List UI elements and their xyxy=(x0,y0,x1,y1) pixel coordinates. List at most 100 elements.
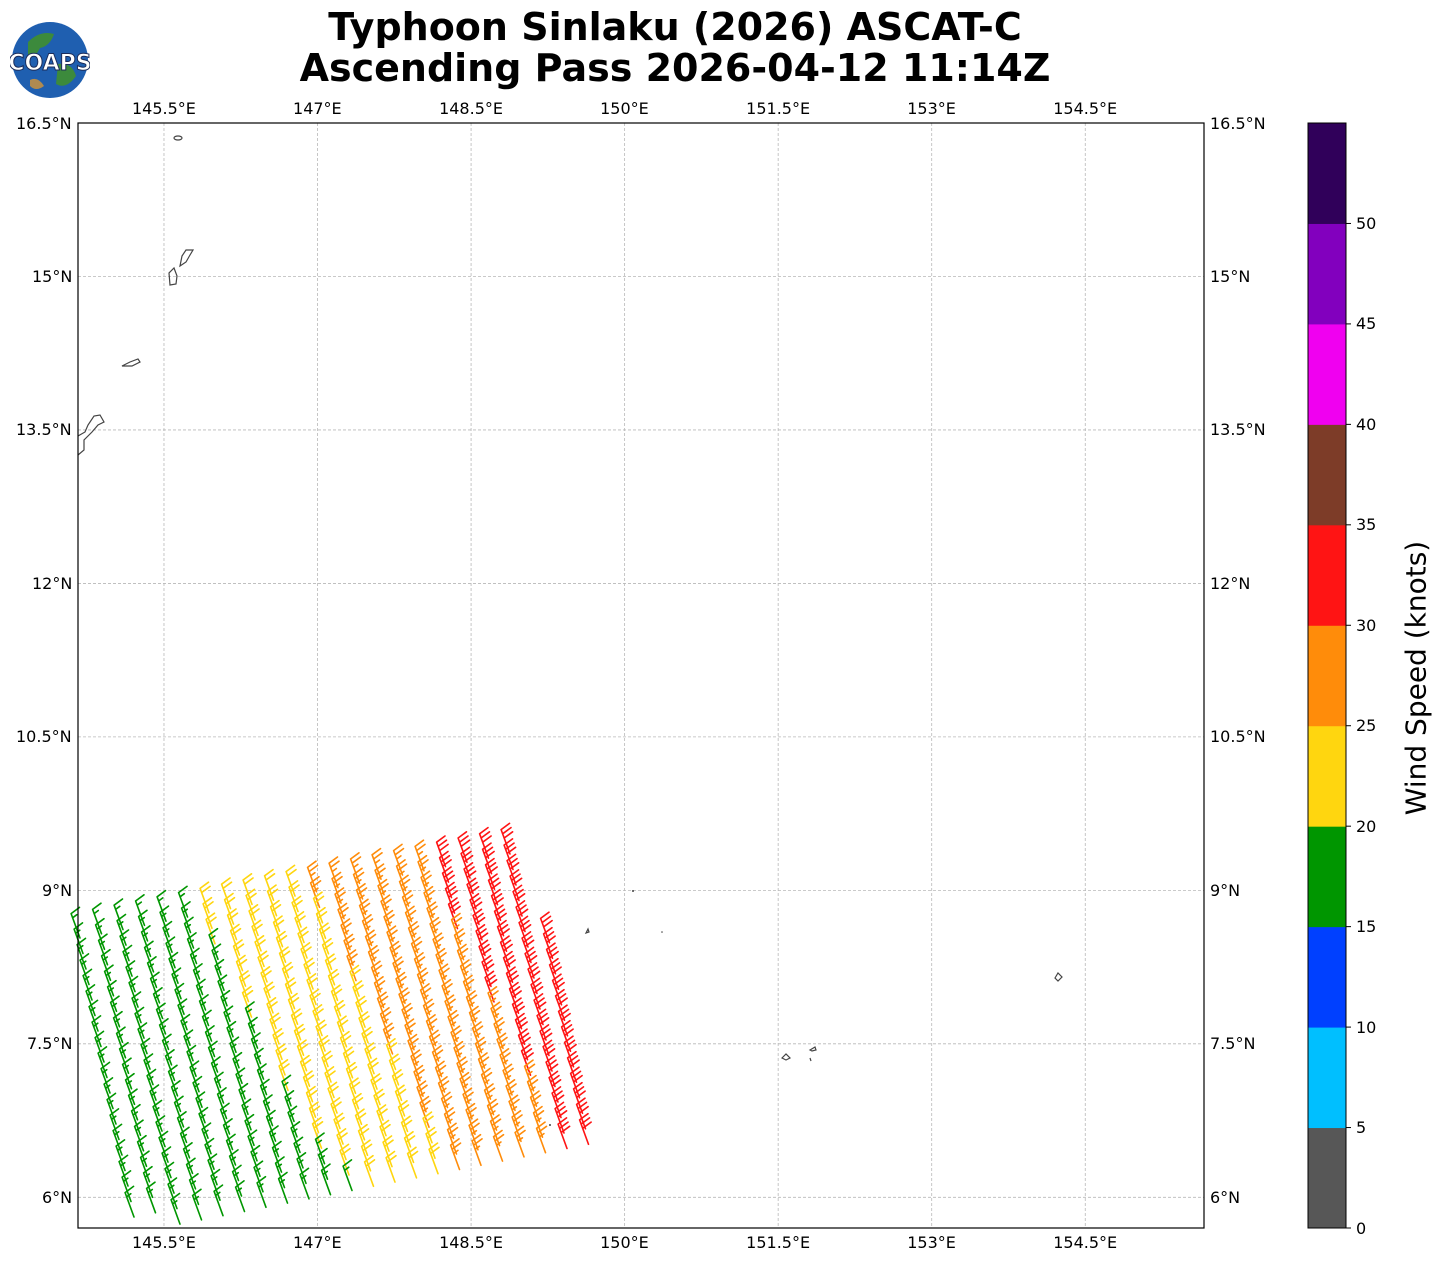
wind-barb xyxy=(364,929,377,962)
wind-barb xyxy=(311,1116,324,1149)
colorbar-tick-label: 40 xyxy=(1356,414,1377,434)
wind-barb xyxy=(328,856,340,889)
wind-barb xyxy=(122,944,133,977)
wind-barb xyxy=(149,1084,160,1117)
wind-barb xyxy=(223,1005,234,1038)
wind-barb xyxy=(459,959,472,992)
wind-barb xyxy=(127,1088,139,1121)
wind-barb xyxy=(355,995,367,1028)
wind-barb xyxy=(327,968,340,1002)
wind-barb xyxy=(321,937,334,971)
wind-barb xyxy=(207,1040,219,1073)
lon-tick-label-bottom: 147°E xyxy=(293,1232,342,1252)
wind-barb xyxy=(232,939,245,972)
colorbar-segment xyxy=(1308,826,1346,928)
wind-barb xyxy=(119,929,130,962)
wind-barb xyxy=(496,919,510,952)
wind-barb xyxy=(379,1007,392,1040)
wind-barb xyxy=(406,1146,419,1179)
wind-barb xyxy=(182,1142,194,1175)
wind-barb xyxy=(521,931,535,964)
wind-barb xyxy=(493,1017,505,1050)
wind-barb xyxy=(146,956,158,989)
wind-barb xyxy=(360,1139,373,1172)
island-coast xyxy=(1054,972,1063,982)
wind-barb xyxy=(266,997,278,1030)
wind-barb xyxy=(453,1040,465,1074)
wind-barb xyxy=(343,933,355,966)
wind-barb xyxy=(443,1107,456,1140)
wind-barb xyxy=(269,899,282,932)
wind-barb xyxy=(226,908,239,941)
lat-tick-label-left: 10.5°N xyxy=(16,727,72,747)
colorbar-segment xyxy=(1308,323,1346,425)
wind-barb xyxy=(115,1139,126,1172)
wind-barb xyxy=(392,956,404,989)
wind-barb xyxy=(404,905,417,938)
wind-barb xyxy=(503,838,517,871)
lon-tick-label-bottom: 150°E xyxy=(600,1232,649,1252)
wind-barb xyxy=(469,893,483,926)
wind-barb xyxy=(502,1063,514,1096)
lat-tick-label-right: 9°N xyxy=(1210,880,1241,900)
lon-tick-label-top: 151.5°E xyxy=(746,98,811,118)
wind-barb xyxy=(253,1160,264,1193)
colorbar-tick-label: 35 xyxy=(1356,515,1377,535)
wind-barb xyxy=(505,1079,517,1112)
lon-tick-label-bottom: 151.5°E xyxy=(746,1232,811,1252)
wind-barb xyxy=(167,1177,178,1210)
wind-barb xyxy=(400,1115,413,1148)
wind-barb xyxy=(511,997,525,1030)
wind-barb xyxy=(263,868,276,901)
wind-barb xyxy=(281,961,294,994)
wind-barb xyxy=(315,906,328,940)
lat-tick-label-right: 7.5°N xyxy=(1210,1034,1256,1054)
wind-barb xyxy=(281,1074,292,1107)
wind-barb xyxy=(352,980,364,1013)
wind-barb xyxy=(532,1105,545,1138)
wind-barb xyxy=(575,1097,589,1130)
wind-barb xyxy=(447,1009,459,1043)
wind-barb xyxy=(118,1154,129,1187)
wind-barb xyxy=(306,860,319,893)
wind-barb xyxy=(82,968,93,1001)
wind-barb xyxy=(134,1006,145,1039)
wind-barb xyxy=(435,835,449,868)
wind-barb xyxy=(398,987,410,1020)
wind-barb xyxy=(296,1039,309,1072)
island-coast xyxy=(179,249,195,268)
wind-barb xyxy=(291,895,303,928)
wind-barb xyxy=(457,831,471,864)
wind-barb xyxy=(100,948,112,982)
wind-barb xyxy=(278,1059,290,1092)
wind-barb xyxy=(394,1084,407,1117)
wind-barb xyxy=(223,892,236,925)
wind-barb xyxy=(460,846,474,879)
wind-barb xyxy=(483,1083,496,1116)
wind-barb xyxy=(569,1066,583,1099)
wind-barb xyxy=(468,1005,481,1038)
wind-barb xyxy=(419,983,432,1016)
wind-barb xyxy=(189,1060,200,1093)
wind-barb xyxy=(253,1047,265,1080)
lat-tick-label-right: 16.5°N xyxy=(1210,113,1266,133)
wind-barb xyxy=(432,932,444,965)
wind-barb xyxy=(229,1036,240,1069)
wind-barb xyxy=(228,1149,240,1182)
wind-barb xyxy=(287,992,300,1025)
wind-barb xyxy=(191,1188,203,1221)
wind-barb xyxy=(426,901,438,934)
wind-barb xyxy=(121,1170,132,1203)
wind-barb xyxy=(220,989,231,1023)
wind-barb xyxy=(121,1057,133,1090)
wind-barb xyxy=(481,955,495,988)
wind-barb xyxy=(382,1022,395,1055)
wind-barb xyxy=(115,1026,127,1059)
wind-barb xyxy=(542,1039,556,1072)
wind-barb xyxy=(334,887,346,920)
wind-barb xyxy=(337,902,349,935)
wind-barb xyxy=(272,1028,284,1061)
wind-barb xyxy=(159,905,170,938)
wind-barb xyxy=(492,1129,505,1162)
wind-barb xyxy=(229,923,242,956)
